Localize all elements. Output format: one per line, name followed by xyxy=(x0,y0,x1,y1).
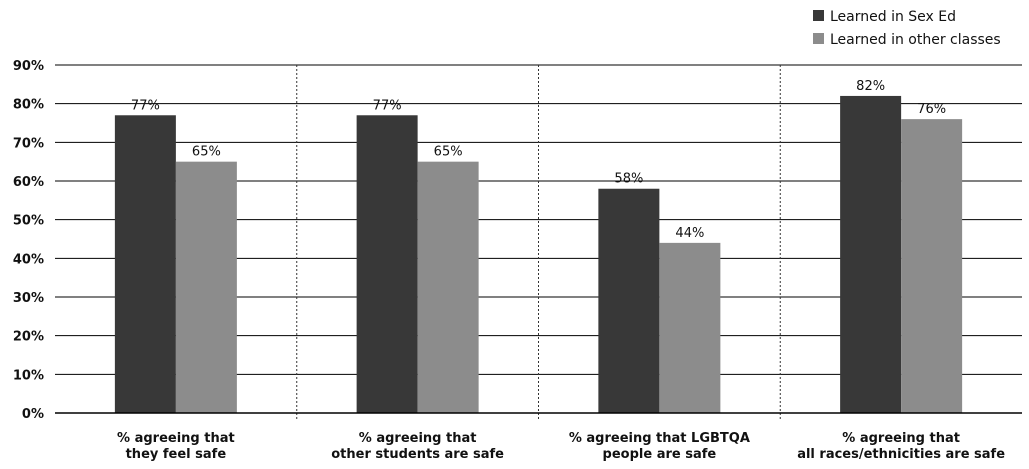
legend-swatch-sex-ed xyxy=(813,10,824,21)
y-tick-label: 90% xyxy=(13,59,44,74)
y-tick-label: 30% xyxy=(13,291,44,306)
y-tick-label: 70% xyxy=(13,136,44,151)
y-tick-labels: 0% 10% 20% 30% 40% 50% 60% 70% 80% 90% xyxy=(13,59,44,422)
y-tick-label: 0% xyxy=(22,407,44,422)
data-label: 65% xyxy=(434,145,463,160)
bar-sex-ed-1 xyxy=(114,115,176,414)
data-labels: 77% 77% 58% 82% 65% 65% 44% 76% xyxy=(131,79,946,241)
data-label: 44% xyxy=(675,226,704,241)
data-label: 58% xyxy=(614,172,643,187)
y-tick-label: 80% xyxy=(13,98,44,113)
category-label-3: % agreeing that LGBTQA people are safe xyxy=(569,431,750,462)
bar-other-classes-4 xyxy=(901,119,963,413)
category-label-2: % agreeing that other students are safe xyxy=(331,431,504,462)
legend: Learned in Sex Ed Learned in other class… xyxy=(813,9,1001,48)
legend-swatch-other-classes xyxy=(813,33,824,44)
legend-label-other-classes: Learned in other classes xyxy=(830,32,1001,48)
legend-label-sex-ed: Learned in Sex Ed xyxy=(830,9,956,25)
category-separators xyxy=(296,65,781,419)
bar-other-classes-1 xyxy=(175,161,237,413)
data-label: 77% xyxy=(373,98,402,113)
data-label: 65% xyxy=(192,145,221,160)
y-tick-label: 10% xyxy=(13,368,44,383)
y-tick-label: 60% xyxy=(13,175,44,190)
y-tick-label: 20% xyxy=(13,330,44,345)
y-tick-label: 50% xyxy=(13,214,44,229)
data-label: 77% xyxy=(131,98,160,113)
bar-sex-ed-2 xyxy=(356,115,418,414)
category-label-4: % agreeing that all races/ethnicities are… xyxy=(797,431,1005,462)
y-tick-label: 40% xyxy=(13,252,44,267)
bar-other-classes-3 xyxy=(659,242,721,413)
category-labels: % agreeing that they feel safe % agreeing … xyxy=(117,431,1005,462)
bar-sex-ed-4 xyxy=(840,95,902,413)
data-label: 82% xyxy=(856,79,885,94)
bar-other-classes-2 xyxy=(417,161,479,413)
data-label: 76% xyxy=(917,102,946,117)
bar-sex-ed-3 xyxy=(598,188,660,413)
category-label-1: % agreeing that they feel safe xyxy=(117,431,235,462)
bars xyxy=(114,95,963,414)
